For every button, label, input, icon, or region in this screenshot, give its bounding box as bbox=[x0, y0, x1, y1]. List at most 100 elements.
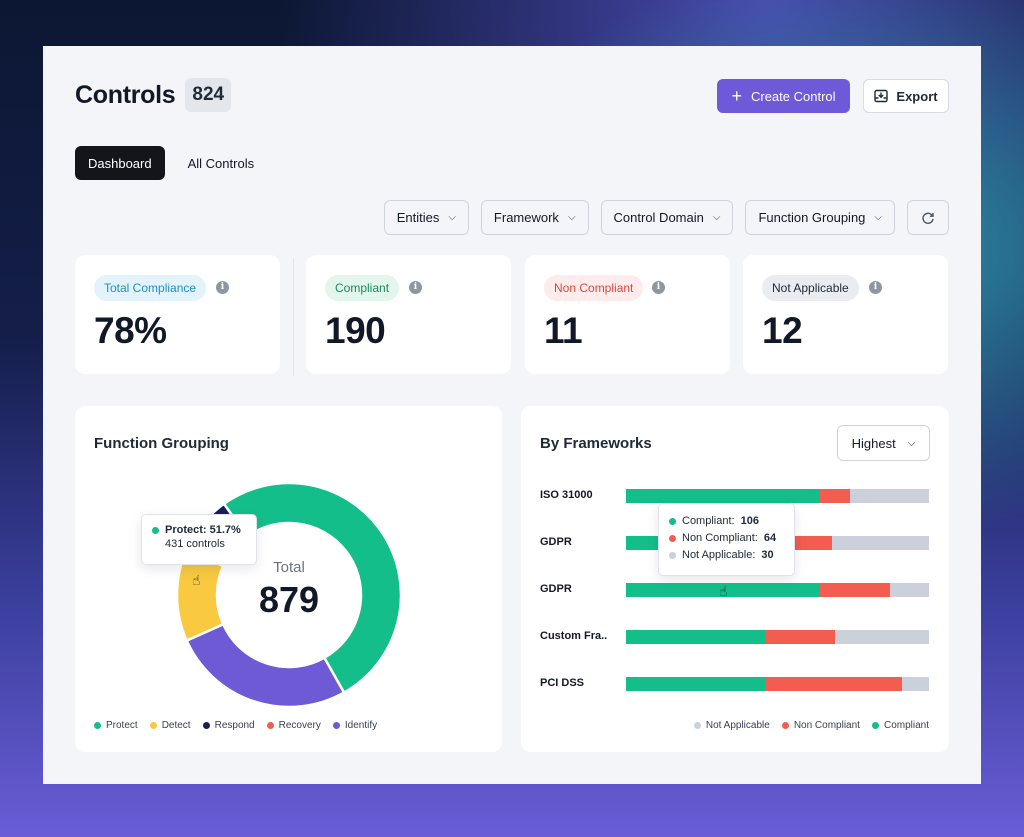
stat-card-non-compliant: Non Compliant i 11 bbox=[525, 255, 730, 374]
legend-label: Not Applicable bbox=[705, 720, 770, 731]
create-control-button[interactable]: + Create Control bbox=[717, 79, 850, 113]
framework-bar[interactable] bbox=[626, 489, 929, 503]
tooltip-dot bbox=[669, 535, 676, 542]
bar-segment-compliant[interactable] bbox=[626, 583, 820, 597]
export-button[interactable]: Export bbox=[863, 79, 949, 113]
framework-label: Custom Fra.. bbox=[540, 630, 608, 642]
filter-control-domain-label: Control Domain bbox=[613, 210, 704, 225]
legend-label: Respond bbox=[214, 720, 255, 731]
tooltip-row-non-compliant: Non Compliant: 64 bbox=[669, 530, 784, 547]
legend-item-not-applicable: Not Applicable bbox=[693, 720, 770, 731]
function-grouping-title: Function Grouping bbox=[94, 435, 229, 452]
plus-icon: + bbox=[731, 86, 742, 106]
frameworks-legend: Not Applicable Non Compliant Compliant bbox=[693, 720, 929, 731]
donut-slice-protect[interactable] bbox=[222, 481, 403, 695]
legend-dot bbox=[871, 722, 879, 729]
legend-label: Protect bbox=[106, 720, 138, 731]
legend-dot bbox=[94, 722, 101, 729]
frameworks-panel: By Frameworks Highest ⌵ ISO 31000 GDPR GDP… bbox=[521, 406, 949, 752]
controls-page: Controls 824 + Create Control Export Das… bbox=[43, 46, 981, 784]
bar-segment-non-compliant[interactable] bbox=[765, 677, 902, 691]
hand-cursor-icon: ☝ bbox=[719, 583, 728, 599]
tab-all-controls[interactable]: All Controls bbox=[187, 155, 255, 171]
donut-chart: Total 879 bbox=[175, 481, 403, 706]
legend-label: Non Compliant bbox=[793, 720, 860, 731]
tab-dashboard[interactable]: Dashboard bbox=[75, 146, 165, 180]
legend-item-detect: Detect bbox=[149, 720, 191, 731]
bar-segment-not-applicable[interactable] bbox=[889, 583, 929, 597]
info-icon[interactable]: i bbox=[869, 281, 882, 294]
framework-bar[interactable] bbox=[626, 677, 929, 691]
stat-pill-total-compliance: Total Compliance bbox=[94, 275, 207, 301]
export-label: Export bbox=[896, 88, 938, 104]
bar-segment-compliant[interactable] bbox=[626, 489, 820, 503]
legend-dot bbox=[332, 722, 340, 729]
title-row: Controls 824 bbox=[75, 78, 232, 112]
filter-framework-label: Framework bbox=[493, 210, 559, 225]
framework-bar[interactable] bbox=[626, 630, 929, 644]
tooltip-label: Protect: 51.7% bbox=[165, 524, 241, 536]
stat-value-compliant: 190 bbox=[325, 310, 386, 351]
info-icon[interactable]: i bbox=[652, 281, 665, 294]
filter-control-domain[interactable]: Control Domain ⌵ bbox=[600, 200, 734, 235]
legend-dot bbox=[693, 722, 701, 729]
stat-value-not-applicable: 12 bbox=[762, 310, 803, 351]
framework-label: GDPR bbox=[540, 583, 572, 595]
framework-tooltip: Compliant: 106 Non Compliant: 64 Not App… bbox=[658, 503, 795, 576]
legend-label: Detect bbox=[161, 720, 191, 731]
stat-pill-non-compliant: Non Compliant bbox=[544, 275, 644, 301]
info-icon[interactable]: i bbox=[216, 281, 229, 294]
stat-pill-compliant: Compliant bbox=[325, 275, 400, 301]
donut-slice-identify[interactable] bbox=[185, 622, 346, 706]
refresh-button[interactable] bbox=[907, 200, 949, 235]
filter-function-grouping[interactable]: Function Grouping ⌵ bbox=[745, 200, 895, 235]
stat-card-compliant: Compliant i 190 bbox=[306, 255, 511, 374]
export-icon bbox=[874, 89, 889, 103]
donut-center-label: Total bbox=[273, 559, 305, 576]
framework-label: GDPR bbox=[540, 536, 572, 548]
bar-segment-not-applicable[interactable] bbox=[832, 536, 929, 550]
framework-bar[interactable] bbox=[626, 583, 929, 597]
stat-card-total-compliance: Total Compliance i 78% bbox=[75, 255, 280, 374]
legend-label: Recovery bbox=[278, 720, 321, 731]
filter-framework[interactable]: Framework ⌵ bbox=[480, 200, 589, 235]
bar-segment-compliant[interactable] bbox=[626, 677, 766, 691]
bar-segment-compliant[interactable] bbox=[626, 630, 766, 644]
tooltip-dot bbox=[152, 526, 159, 534]
legend-dot bbox=[202, 722, 210, 729]
hand-cursor-icon: ☝ bbox=[192, 572, 201, 588]
frameworks-title: By Frameworks bbox=[540, 435, 652, 452]
filter-entities-label: Entities bbox=[396, 210, 440, 225]
filter-entities[interactable]: Entities ⌵ bbox=[383, 200, 469, 235]
tooltip-non-value: 64 bbox=[763, 532, 777, 544]
donut-total-value: 879 bbox=[259, 579, 319, 620]
bar-segment-non-compliant[interactable] bbox=[795, 536, 833, 550]
info-icon[interactable]: i bbox=[409, 281, 422, 294]
legend-dot bbox=[266, 722, 274, 729]
legend-item-non-compliant: Non Compliant bbox=[781, 720, 860, 731]
framework-label: PCI DSS bbox=[540, 677, 585, 689]
sort-select[interactable]: Highest ⌵ bbox=[837, 425, 930, 461]
controls-count-badge: 824 bbox=[185, 78, 232, 112]
filter-bar: Entities ⌵ Framework ⌵ Control Domain ⌵ … bbox=[383, 200, 949, 235]
bar-segment-not-applicable[interactable] bbox=[850, 489, 929, 503]
stat-value-total-compliance: 78% bbox=[94, 310, 167, 351]
tooltip-row-compliant: Compliant: 106 bbox=[669, 513, 784, 530]
legend-label: Identify bbox=[344, 720, 378, 731]
legend-item-respond: Respond bbox=[202, 720, 255, 731]
tooltip-na-label: Not Applicable: bbox=[682, 549, 756, 561]
chevron-down-icon: ⌵ bbox=[874, 212, 882, 223]
bar-segment-non-compliant[interactable] bbox=[765, 630, 836, 644]
legend-item-protect: Protect bbox=[94, 720, 138, 731]
tooltip-compliant-value: 106 bbox=[740, 515, 759, 527]
tooltip-na-value: 30 bbox=[761, 549, 774, 561]
bar-segment-not-applicable[interactable] bbox=[835, 630, 929, 644]
framework-label: ISO 31000 bbox=[540, 489, 593, 501]
legend-label: Compliant bbox=[883, 720, 929, 731]
filter-function-grouping-label: Function Grouping bbox=[758, 210, 866, 225]
bar-segment-non-compliant[interactable] bbox=[819, 583, 890, 597]
legend-item-identify: Identify bbox=[332, 720, 378, 731]
chevron-down-icon: ⌵ bbox=[712, 212, 721, 223]
bar-segment-non-compliant[interactable] bbox=[819, 489, 851, 503]
bar-segment-not-applicable[interactable] bbox=[901, 677, 929, 691]
